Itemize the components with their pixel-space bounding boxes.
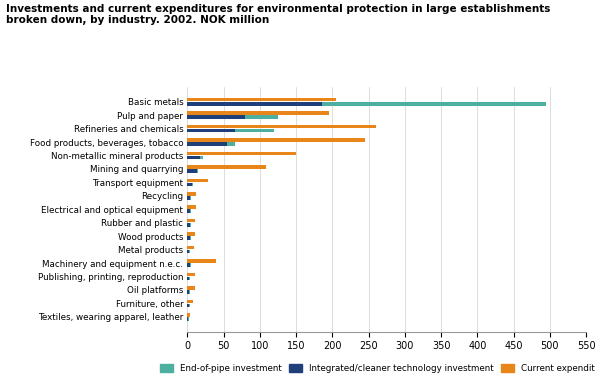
Bar — [187, 210, 190, 213]
Bar — [197, 169, 198, 173]
Bar — [187, 129, 234, 132]
Bar — [187, 277, 189, 280]
Bar — [187, 102, 321, 106]
Legend: End-of-pipe investment, Integrated/cleaner technology investment, Current expend: End-of-pipe investment, Integrated/clean… — [156, 361, 595, 377]
Bar — [187, 250, 189, 253]
Bar — [187, 98, 336, 101]
Bar — [187, 232, 195, 236]
Bar — [187, 273, 195, 276]
Bar — [190, 263, 191, 267]
Bar — [187, 263, 190, 267]
Bar — [187, 138, 365, 142]
Bar — [187, 142, 227, 146]
Bar — [190, 223, 191, 227]
Bar — [188, 317, 189, 320]
Bar — [189, 303, 190, 307]
Bar — [189, 290, 190, 294]
Bar — [187, 125, 376, 128]
Bar — [190, 236, 191, 240]
Bar — [187, 179, 208, 182]
Bar — [187, 182, 192, 186]
Bar — [227, 142, 234, 146]
Bar — [192, 182, 193, 186]
Bar — [321, 102, 546, 106]
Bar — [187, 259, 217, 263]
Bar — [187, 156, 201, 159]
Bar — [190, 210, 191, 213]
Bar — [187, 111, 329, 115]
Text: Investments and current expenditures for environmental protection in large estab: Investments and current expenditures for… — [6, 4, 550, 25]
Bar — [187, 286, 195, 290]
Bar — [187, 290, 189, 294]
Bar — [187, 115, 245, 119]
Bar — [187, 236, 190, 240]
Bar — [187, 169, 197, 173]
Bar — [187, 219, 195, 222]
Bar — [187, 205, 196, 209]
Bar — [187, 165, 266, 169]
Bar — [187, 317, 188, 320]
Bar — [189, 250, 190, 253]
Bar — [187, 313, 190, 317]
Bar — [189, 277, 190, 280]
Bar — [187, 299, 193, 303]
Bar — [245, 115, 278, 119]
Bar — [187, 192, 196, 196]
Bar — [187, 223, 190, 227]
Bar — [187, 196, 190, 200]
Bar — [201, 156, 203, 159]
Bar — [234, 129, 274, 132]
Bar — [190, 196, 191, 200]
Bar — [187, 303, 189, 307]
Bar — [187, 246, 194, 249]
Bar — [187, 152, 296, 155]
